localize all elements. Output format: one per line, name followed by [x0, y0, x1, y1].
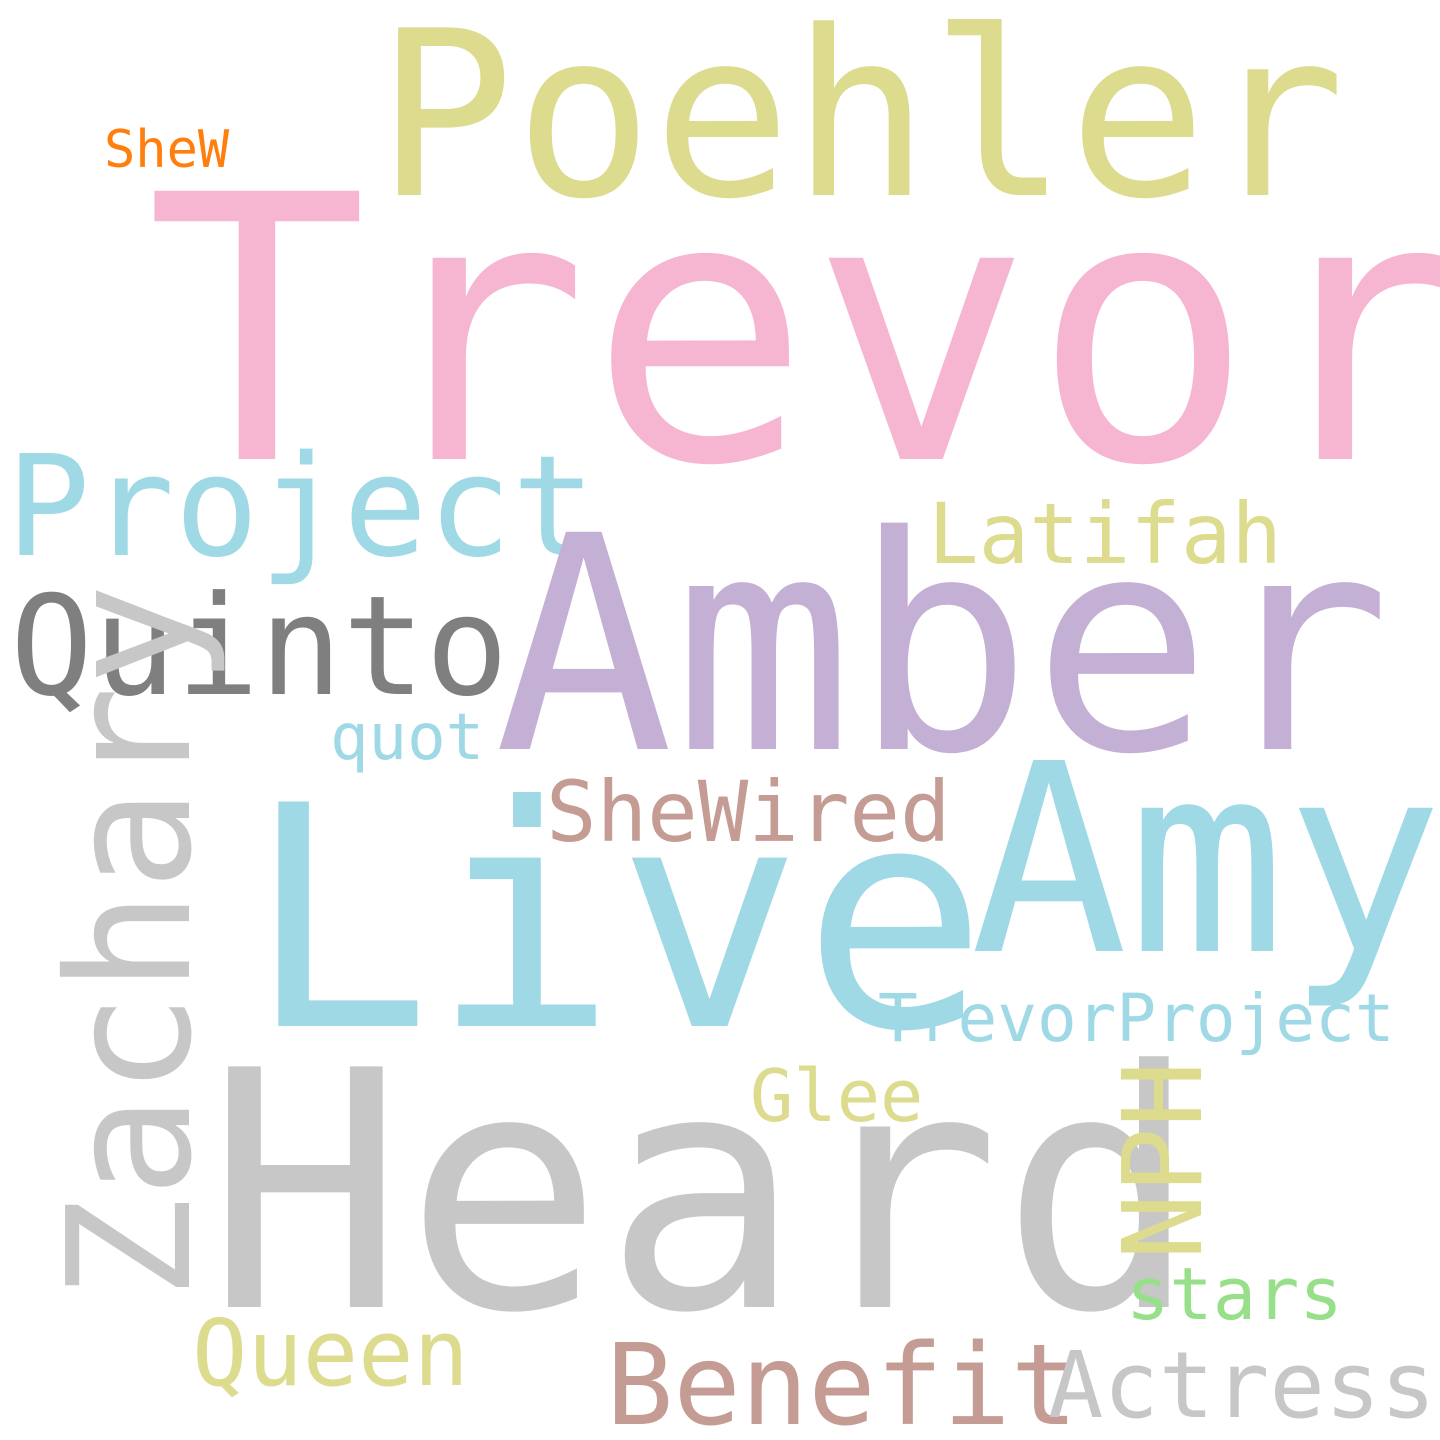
- word-project: Project: [6, 426, 597, 589]
- word-trevorproject: TrevorProject: [878, 980, 1395, 1057]
- word-shew: SheW: [104, 120, 230, 180]
- word-quinto: Quinto: [10, 566, 509, 727]
- word-actress: Actress: [1048, 1332, 1436, 1439]
- word-queen: Queen: [192, 1300, 469, 1407]
- word-nph: NPH: [1099, 1061, 1227, 1260]
- word-shewired: SheWired: [546, 763, 951, 861]
- word-amber: Amber: [494, 473, 1392, 820]
- word-latifah: Latifah: [928, 485, 1283, 583]
- word-quot: quot: [330, 701, 485, 775]
- word-heard: Heard: [206, 1001, 1200, 1385]
- word-benefit: Benefit: [606, 1321, 1079, 1440]
- word-amy: Amy: [970, 708, 1440, 1013]
- word-poehler: Poehler: [376, 0, 1346, 250]
- word-stars: stars: [1126, 1252, 1343, 1336]
- word-glee: Glee: [750, 1054, 924, 1138]
- word-trevor: Trevor: [146, 117, 1440, 546]
- word-zachary: Zachary: [32, 583, 230, 1300]
- word-live: Live: [246, 740, 988, 1099]
